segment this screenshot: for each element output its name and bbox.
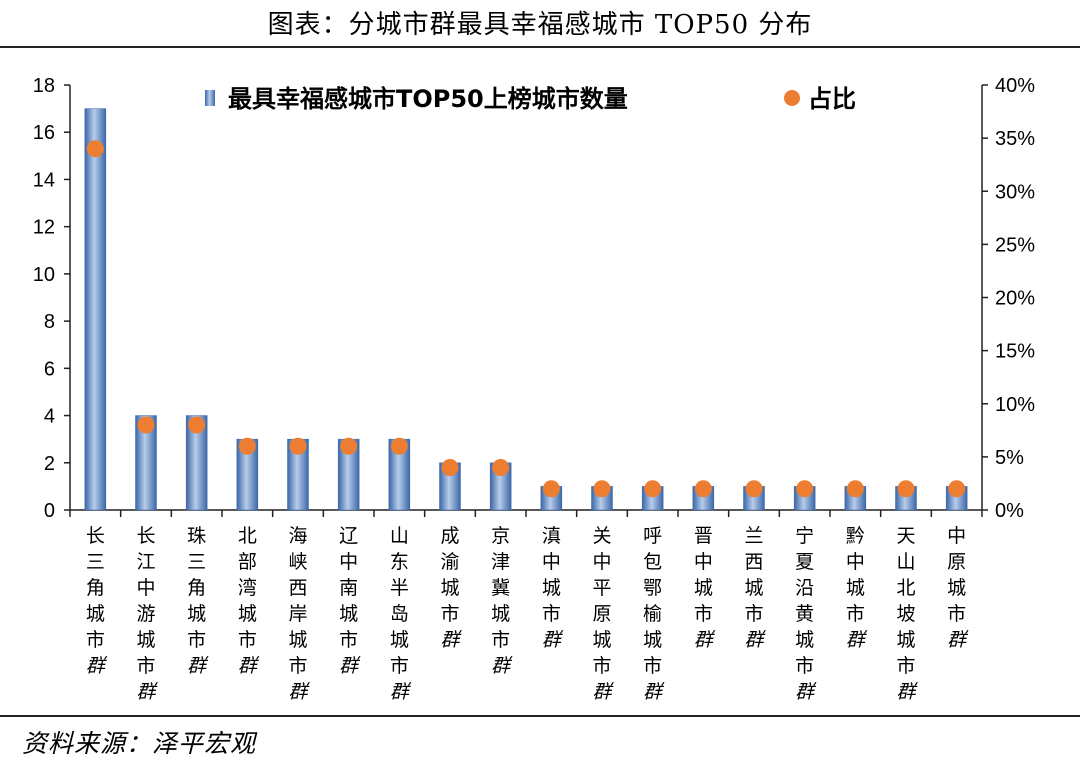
share-point bbox=[86, 140, 104, 158]
y-tick-label-right: 40% bbox=[995, 75, 1035, 97]
y-tick-label-left: 8 bbox=[44, 311, 55, 333]
category-label: 天山北坡城市群 bbox=[896, 525, 918, 703]
share-point bbox=[948, 480, 966, 498]
y-tick-label-right: 5% bbox=[995, 447, 1024, 469]
y-tick-label-left: 10 bbox=[33, 264, 55, 286]
category-label: 呼包鄂榆城市群 bbox=[643, 525, 665, 703]
share-point bbox=[694, 480, 712, 498]
category-label: 滇中城市群 bbox=[542, 525, 564, 651]
bar bbox=[84, 108, 107, 511]
category-label: 兰西城市群 bbox=[744, 525, 766, 651]
y-tick-label-right: 35% bbox=[995, 128, 1035, 150]
category-label: 京津冀城市群 bbox=[491, 525, 513, 677]
share-point bbox=[441, 459, 459, 476]
y-tick-label-left: 14 bbox=[33, 169, 55, 191]
category-label: 关中平原城市群 bbox=[592, 525, 614, 703]
y-tick-label-right: 10% bbox=[995, 394, 1035, 416]
share-point bbox=[593, 480, 611, 498]
top-rule bbox=[0, 46, 1080, 48]
legend-dot-swatch bbox=[784, 90, 800, 106]
chart: 0 2 4 6 8 10 12 14 16 18 0% 5% 10% 15% 20% 25% 30% 35% 40%… bbox=[33, 75, 1035, 703]
y-tick-label-right: 20% bbox=[995, 288, 1035, 310]
share-point bbox=[492, 459, 510, 476]
category-label: 珠三角城市群 bbox=[187, 525, 209, 677]
category-label: 晋中城市群 bbox=[694, 525, 716, 651]
bottom-rule bbox=[0, 715, 1080, 717]
share-point bbox=[745, 480, 763, 498]
category-label: 长三角城市群 bbox=[86, 525, 108, 677]
share-point bbox=[137, 416, 155, 434]
share-point bbox=[340, 437, 358, 455]
category-label: 山东半岛城市群 bbox=[390, 525, 412, 703]
category-label: 长江中游城市群 bbox=[136, 525, 158, 703]
y-tick-label-left: 12 bbox=[33, 217, 55, 239]
dots bbox=[86, 140, 966, 498]
y-tick-label-left: 6 bbox=[44, 358, 55, 380]
share-point bbox=[390, 437, 408, 455]
y-tick-label-left: 16 bbox=[33, 122, 55, 144]
legend-bar-label: 最具幸福感城市TOP50上榜城市数量 bbox=[228, 85, 628, 113]
share-point bbox=[238, 437, 256, 455]
share-point bbox=[542, 480, 560, 498]
category-labels: 长三角城市群 长江中游城市群 珠三角城市群 北部湾城市群 海峡西岸城市群 辽中南城市群 山东… bbox=[86, 525, 969, 703]
share-point bbox=[796, 480, 814, 498]
legend: 最具幸福感城市TOP50上榜城市数量 占比 bbox=[205, 85, 856, 113]
bar bbox=[135, 415, 157, 511]
share-point bbox=[289, 437, 307, 455]
page-title: 图表：分城市群最具幸福感城市 TOP50 分布 bbox=[267, 10, 813, 40]
category-label: 宁夏沿黄城市群 bbox=[795, 525, 817, 703]
category-label: 成渝城市群 bbox=[440, 525, 462, 651]
source-note: 资料来源：泽平宏观 bbox=[22, 729, 257, 758]
y-tick-label-right: 25% bbox=[995, 234, 1035, 256]
category-label: 中原城市群 bbox=[947, 525, 969, 651]
share-point bbox=[188, 416, 206, 434]
y-tick-label-left: 0 bbox=[44, 500, 55, 522]
share-point bbox=[644, 480, 662, 498]
legend-bar-swatch bbox=[205, 90, 215, 106]
share-point bbox=[846, 480, 864, 498]
bar bbox=[185, 415, 208, 511]
y-tick-label-right: 0% bbox=[995, 500, 1024, 522]
bars bbox=[84, 108, 968, 511]
y-tick-label-right: 30% bbox=[995, 181, 1035, 203]
axes: 0 2 4 6 8 10 12 14 16 18 0% 5% 10% 15% 20% 25% 30% 35% 40% bbox=[33, 75, 1035, 522]
y-tick-label-left: 18 bbox=[33, 75, 55, 97]
share-point bbox=[897, 480, 915, 498]
y-tick-label-left: 2 bbox=[44, 453, 55, 475]
y-tick-label-left: 4 bbox=[44, 406, 55, 428]
category-label: 黔中城市群 bbox=[846, 525, 868, 651]
category-label: 北部湾城市群 bbox=[238, 525, 260, 677]
category-label: 辽中南城市群 bbox=[339, 525, 361, 677]
y-tick-label-right: 15% bbox=[995, 341, 1035, 363]
category-label: 海峡西岸城市群 bbox=[288, 525, 310, 703]
legend-dot-label: 占比 bbox=[808, 85, 856, 113]
